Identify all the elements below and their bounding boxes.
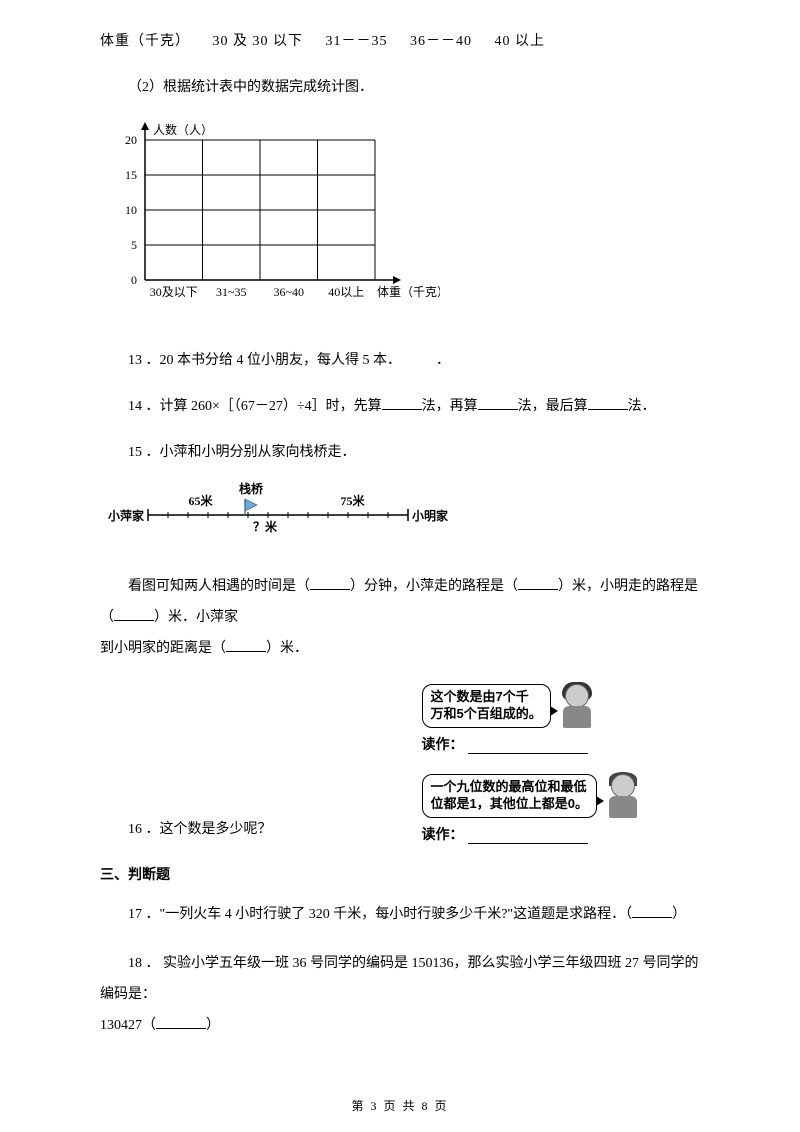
q15-blank-1[interactable] [310, 574, 350, 590]
q16-label: 16 ．这个数是多少呢？ [100, 818, 272, 838]
q17-p1: 17 ．"一列火车 4 小时行驶了 320 千米，每小时行驶多少千米?"这道题是… [128, 907, 632, 922]
q14: 14 ．计算 260×［（67－27）÷4］时，先算 法，再算 法，最后算 法． [100, 394, 700, 419]
q18-p3: ） [206, 1018, 220, 1033]
q14-suffix: 法． [628, 399, 656, 414]
q15-paragraph: 看图可知两人相遇的时间是（）分钟，小萍走的路程是（）米，小明走的路程是（）米．小… [100, 572, 700, 664]
boy-avatar-icon [603, 772, 643, 820]
q16-wrapper: 16 ．这个数是多少呢？ 这个数是由7个千 万和5个百组成的。 读作： 一个九位… [100, 682, 700, 844]
weight-col-3: 40 以上 [495, 34, 546, 49]
bubble2-line1: 一个九位数的最高位和最低 [431, 779, 587, 794]
svg-text:20: 20 [125, 133, 137, 147]
svg-text:75米: 75米 [341, 493, 366, 508]
q15-blank-2[interactable] [518, 574, 558, 590]
q15-title: 15 ．小萍和小明分别从家向栈桥走． [100, 441, 700, 465]
section-3-title: 三、判断题 [100, 864, 700, 884]
svg-text:人数（人）: 人数（人） [153, 122, 213, 137]
weight-col-0: 30 及 30 以下 [213, 34, 304, 49]
read-label-1: 读作： [422, 736, 464, 752]
q15-p2: ）分钟，小萍走的路程是（ [350, 579, 518, 594]
weight-label: 体重（千克） [100, 34, 190, 49]
svg-text:栈桥: 栈桥 [239, 481, 264, 496]
svg-text:体重（千克）: 体重（千克） [377, 285, 440, 299]
bubble1-line2: 万和5个百组成的。 [431, 706, 542, 721]
q15-p5: 到小明家的距离是（ [100, 641, 226, 656]
page-footer: 第 3 页 共 8 页 [0, 1097, 800, 1114]
speech-bubble-2: 一个九位数的最高位和最低 位都是1，其他位上都是0。 [422, 774, 597, 818]
q14-prefix: 14 ．计算 260×［（67－27）÷4］时，先算 [128, 399, 382, 414]
svg-text:10: 10 [125, 203, 137, 217]
svg-text:？米: ？米 [253, 519, 278, 534]
weight-col-2: 36－－40 [410, 34, 472, 49]
read-blank-2[interactable] [468, 830, 588, 844]
svg-text:40以上: 40以上 [328, 285, 364, 299]
q18-p1: 18 ． 实验小学五年级一班 36 号同学的编码是 150136，那么实验小学三… [100, 956, 699, 1002]
q14-mid2: 法，最后算 [518, 399, 588, 414]
svg-text:31~35: 31~35 [216, 285, 247, 299]
q14-mid1: 法，再算 [422, 399, 478, 414]
weight-table-row: 体重（千克） 30 及 30 以下 31－－35 36－－40 40 以上 [100, 30, 700, 54]
q18: 18 ． 实验小学五年级一班 36 号同学的编码是 150136，那么实验小学三… [100, 949, 700, 1041]
q15-p4: ）米．小萍家 [154, 610, 238, 625]
svg-text:36~40: 36~40 [274, 285, 305, 299]
q18-blank[interactable] [156, 1013, 206, 1029]
svg-text:5: 5 [131, 238, 137, 252]
read-blank-1[interactable] [468, 740, 588, 754]
svg-text:30及以下: 30及以下 [150, 285, 198, 299]
svg-text:15: 15 [125, 168, 137, 182]
q13: 13 ．20 本书分给 4 位小朋友，每人得 5 本． ． [100, 349, 700, 373]
q14-blank-2[interactable] [478, 394, 518, 410]
bubble1-line1: 这个数是由7个千 [431, 689, 529, 704]
q17-blank[interactable] [632, 902, 672, 918]
read-label-2: 读作： [422, 826, 464, 842]
q15-figure: 小萍家 小明家 65米 75米 栈桥 ？米 [100, 479, 700, 546]
svg-text:65米: 65米 [189, 493, 214, 508]
q2-text: （2）根据统计表中的数据完成统计图． [100, 76, 700, 100]
svg-text:小萍家: 小萍家 [108, 508, 145, 523]
q15-p1: 看图可知两人相遇的时间是（ [128, 579, 310, 594]
bar-chart-grid: 人数（人） 0 5 10 15 20 30及以下 31~35 36~40 40以上体重（千克） [100, 122, 700, 327]
svg-text:小明家: 小明家 [412, 508, 449, 523]
q14-blank-1[interactable] [382, 394, 422, 410]
bubble2-line2: 位都是1，其他位上都是0。 [431, 796, 588, 811]
q15-blank-4[interactable] [226, 636, 266, 652]
girl-avatar-icon [557, 682, 597, 730]
weight-col-1: 31－－35 [326, 34, 388, 49]
svg-text:0: 0 [131, 273, 137, 287]
speech-bubble-1: 这个数是由7个千 万和5个百组成的。 [422, 684, 551, 728]
q14-blank-3[interactable] [588, 394, 628, 410]
q18-p2: 130427（ [100, 1018, 156, 1033]
q15-p6: ）米． [266, 641, 308, 656]
q17-p2: ） [672, 907, 686, 922]
q16-figures: 这个数是由7个千 万和5个百组成的。 读作： 一个九位数的最高位和最低 位都是1… [292, 682, 701, 844]
q15-blank-3[interactable] [114, 605, 154, 621]
q17: 17 ．"一列火车 4 小时行驶了 320 千米，每小时行驶多少千米?"这道题是… [100, 902, 700, 927]
